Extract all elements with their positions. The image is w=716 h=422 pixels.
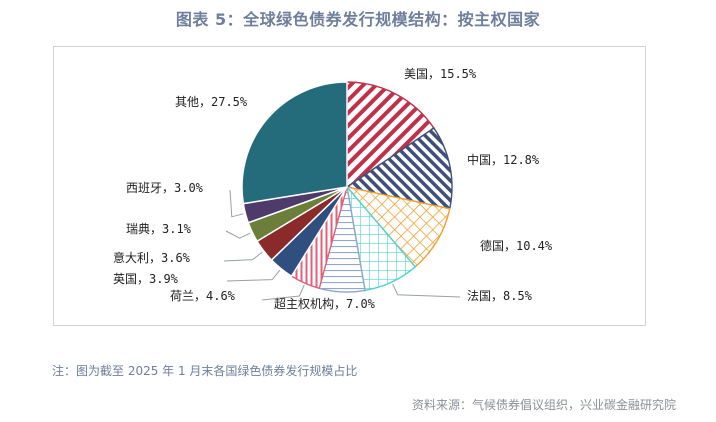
pie-chart: 美国，15.5% 中国，12.8% 德国，10.4% 法国，8.5% 超主权机构，7.0…: [113, 67, 553, 311]
pie-slice-other: [241, 81, 348, 205]
chart-note: 注：图为截至 2025 年 1 月末各国绿色债券发行规模占比: [52, 364, 358, 378]
slice-label-fr: 法国，8.5%: [467, 289, 533, 303]
leader-line-es: [229, 189, 244, 218]
slice-label-se: 瑞典，3.1%: [126, 222, 192, 236]
chart-title: 图表 5：全球绿色债券发行规模结构：按主权国家: [175, 10, 541, 29]
slice-label-de: 德国，10.4%: [480, 238, 553, 253]
pie-slice-cn: [345, 127, 453, 210]
slice-label-other: 其他，27.5%: [175, 95, 248, 109]
pie-slice-us: [346, 81, 435, 189]
leader-line-it: [223, 251, 263, 262]
leader-lines: [223, 189, 461, 301]
leader-line-se: [225, 230, 251, 239]
slice-label-us: 美国，15.5%: [404, 67, 477, 81]
slice-labels: 美国，15.5% 中国，12.8% 德国，10.4% 法国，8.5% 超主权机构，7.0…: [113, 67, 553, 311]
slice-label-cn: 中国，12.8%: [467, 152, 540, 167]
slice-label-uk: 英国，3.9%: [113, 272, 179, 286]
pie-slices: [241, 81, 453, 293]
slice-label-it: 意大利，3.6%: [113, 250, 191, 265]
slice-label-supranational: 超主权机构，7.0%: [274, 296, 376, 311]
leader-line-uk: [226, 269, 281, 282]
pie-slice-de: [345, 185, 451, 268]
chart-source: 资料来源：气候债券倡议组织，兴业碳金融研究院: [411, 398, 676, 412]
slice-label-nl: 荷兰，4.6%: [170, 289, 236, 303]
leader-line-fr: [392, 283, 461, 298]
chart-frame: [53, 46, 646, 326]
leader-line-nl: [261, 284, 305, 301]
slice-label-es: 西班牙，3.0%: [126, 181, 204, 195]
